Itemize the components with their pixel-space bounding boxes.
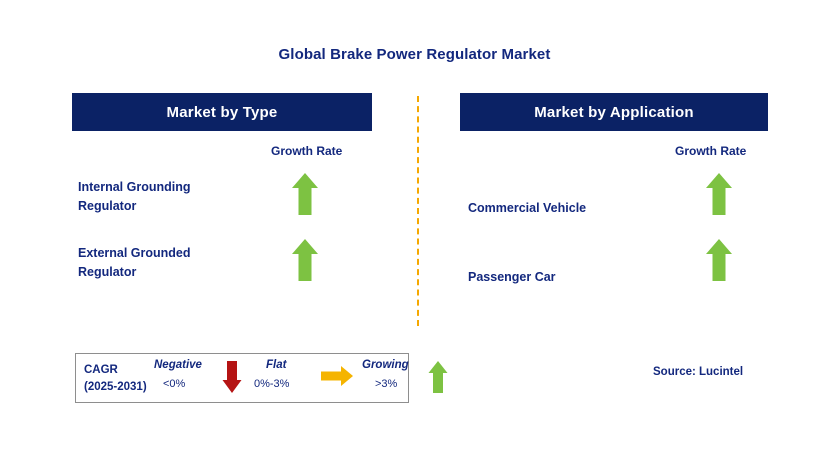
growth-rate-caption-application: Growth Rate <box>675 144 747 158</box>
legend-cagr-period: CAGR (2025-2031) <box>84 362 147 395</box>
segment-label: Internal Grounding Regulator <box>78 180 191 213</box>
cagr-legend: CAGR (2025-2031) Negative <0% Flat 0%-3%… <box>75 353 448 403</box>
page-title: Global Brake Power Regulator Market <box>278 46 551 63</box>
segment-label: Passenger Car <box>468 270 556 284</box>
legend-cagr-line2: (2025-2031) <box>84 380 147 393</box>
growth-arrow-up-icon <box>291 238 319 287</box>
panel-market-by-type: Market by Type <box>72 93 372 131</box>
legend-item-growing: Growing >3% <box>362 354 472 401</box>
vertical-dashed-divider <box>417 96 419 326</box>
arrow-down-red-icon <box>222 360 242 399</box>
segment-row: Internal Grounding Regulator <box>72 172 372 234</box>
panel-header-market-by-type: Market by Type <box>72 93 372 131</box>
segment-row: External Grounded Regulator <box>72 238 372 300</box>
legend-label: Flat <box>266 359 287 371</box>
legend-item-flat: Flat 0%-3% <box>254 354 362 401</box>
legend-range: >3% <box>375 378 398 390</box>
segment-row: Passenger Car <box>460 238 768 300</box>
growth-rate-caption-type: Growth Rate <box>271 144 343 158</box>
segment-row: Commercial Vehicle <box>460 172 768 234</box>
panel-header-label: Market by Application <box>534 103 694 121</box>
panel-header-market-by-application: Market by Application <box>460 93 768 131</box>
legend-cagr-line1: CAGR <box>84 364 118 376</box>
growth-arrow-up-icon <box>705 172 733 221</box>
growth-arrow-up-icon <box>705 238 733 287</box>
segment-label: External Grounded Regulator <box>78 246 191 279</box>
source-note: Source: Lucintel <box>653 366 744 378</box>
legend-range: <0% <box>163 378 186 390</box>
arrow-right-orange-icon <box>320 365 354 392</box>
segment-label: Commercial Vehicle <box>468 201 587 215</box>
legend-label: Growing <box>362 359 409 371</box>
legend-label: Negative <box>154 359 202 371</box>
growth-arrow-up-icon <box>291 172 319 221</box>
panel-market-by-application: Market by Application <box>460 93 768 131</box>
legend-range: 0%-3% <box>254 378 290 390</box>
arrow-up-green-icon <box>428 360 448 399</box>
legend-item-negative: Negative <0% <box>154 354 252 401</box>
panel-header-label: Market by Type <box>166 103 278 121</box>
